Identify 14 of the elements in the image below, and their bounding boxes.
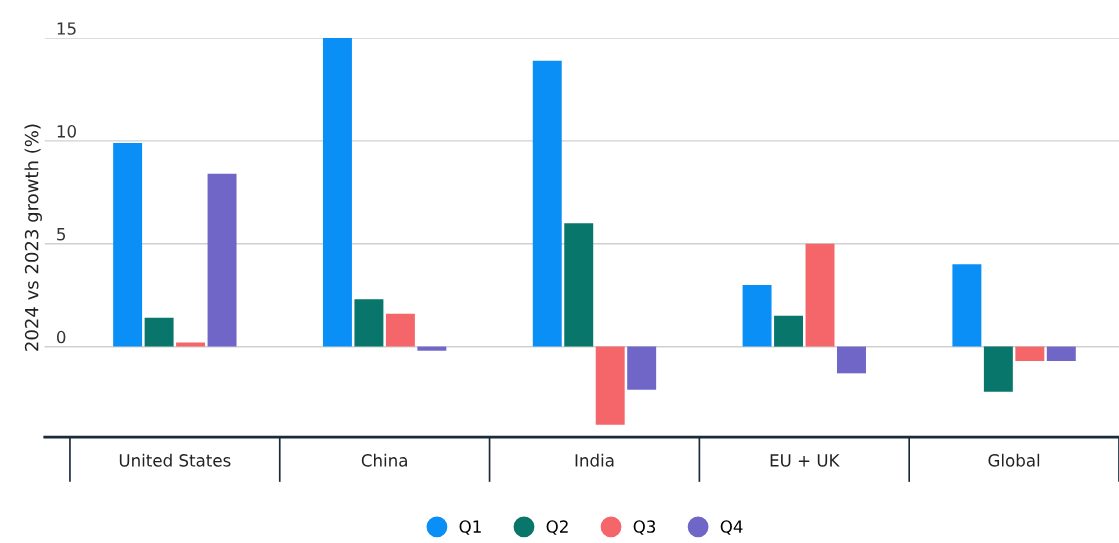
legend-label: Q3 [633, 520, 656, 535]
x-tick-label: India [575, 453, 614, 467]
x-tick-label: Global [988, 453, 1040, 467]
y-axis-title: 2024 vs 2023 growth (%) [24, 124, 42, 351]
y-tick-label: 10 [57, 125, 76, 138]
legend-label: Q1 [459, 520, 481, 535]
x-tick-label: China [361, 453, 407, 467]
y-tick-label: 0 [56, 330, 66, 344]
y-tick-label: 15 [57, 22, 76, 35]
x-tick-label: United States [119, 453, 231, 467]
x-tick-label: EU + UK [770, 454, 840, 467]
legend-label: Q2 [546, 520, 568, 535]
y-tick-label: 5 [57, 228, 66, 241]
legend-label: Q4 [720, 520, 743, 535]
